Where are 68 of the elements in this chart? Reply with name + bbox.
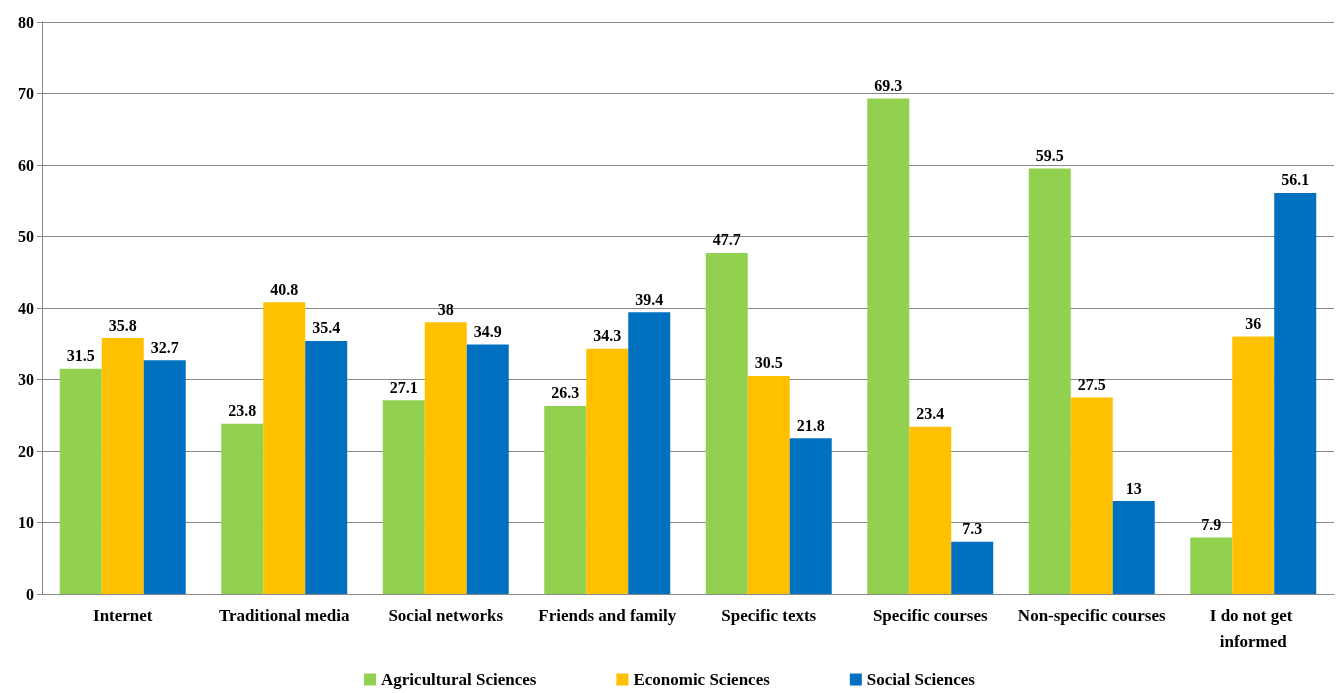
bar — [909, 426, 952, 594]
y-tick-label: 50 — [18, 228, 34, 245]
bar — [221, 423, 264, 594]
data-label: 36 — [1245, 315, 1262, 333]
data-label: 34.9 — [473, 322, 502, 340]
bar — [951, 541, 994, 594]
data-label: 34.3 — [593, 327, 622, 345]
bar — [1232, 336, 1275, 594]
data-label: 26.3 — [551, 384, 580, 402]
bar — [867, 98, 910, 594]
bar — [305, 340, 348, 594]
legend-label: Economic Sciences — [633, 670, 771, 689]
bar — [1112, 501, 1155, 594]
x-tick-label: I do not get informed — [1209, 605, 1297, 651]
bar — [705, 252, 748, 594]
y-tick-label: 30 — [18, 371, 34, 388]
y-tick-label: 40 — [18, 299, 34, 317]
y-tick-label: 60 — [18, 156, 34, 174]
data-label: 23.8 — [228, 402, 257, 420]
legend-label: Social Sciences — [866, 670, 976, 689]
bar — [1028, 168, 1071, 594]
y-tick-label: 80 — [18, 13, 34, 31]
bar — [544, 405, 587, 594]
data-label: 23.4 — [916, 405, 945, 423]
x-tick-label: Traditional media — [219, 605, 350, 625]
bar — [747, 375, 790, 594]
data-label: 13 — [1125, 479, 1142, 497]
data-label: 21.8 — [796, 416, 825, 434]
data-label: 69.3 — [874, 77, 903, 94]
bar — [424, 322, 467, 594]
data-label: 59.5 — [1035, 147, 1064, 165]
data-label: 35.8 — [108, 316, 137, 334]
bar — [586, 348, 629, 594]
bar — [1274, 192, 1317, 594]
data-label: 35.4 — [312, 319, 341, 337]
x-tick-label: Internet — [93, 605, 153, 625]
data-label: 56.1 — [1281, 171, 1310, 189]
y-tick-label: 0 — [26, 585, 34, 603]
legend-label: Agricultural Sciences — [381, 670, 537, 689]
data-label: 7.3 — [962, 520, 983, 538]
bar — [59, 368, 102, 594]
data-label: 27.5 — [1077, 375, 1106, 393]
data-label: 32.7 — [150, 338, 179, 356]
bar — [382, 400, 425, 594]
bar — [1190, 537, 1233, 594]
x-tick-label: Specific texts — [721, 605, 817, 625]
x-tick-label: Friends and family — [538, 605, 677, 625]
data-label: 7.9 — [1201, 516, 1222, 534]
bar — [143, 360, 186, 594]
data-label: 40.8 — [270, 280, 299, 298]
y-tick-label: 10 — [18, 514, 34, 531]
bar — [789, 438, 832, 594]
bar — [466, 344, 509, 594]
bar — [101, 338, 144, 594]
data-label: 27.1 — [389, 378, 418, 396]
data-label: 30.5 — [754, 354, 783, 372]
y-tick-label: 70 — [18, 85, 34, 102]
bar — [1070, 397, 1113, 594]
data-label: 31.5 — [66, 347, 95, 365]
y-tick-label: 20 — [18, 442, 34, 460]
bar — [628, 312, 671, 594]
data-label: 47.7 — [712, 231, 741, 249]
x-tick-label: Social networks — [388, 605, 504, 625]
x-tick-label: Non-specific courses — [1017, 605, 1167, 625]
data-label: 38 — [437, 300, 454, 318]
x-tick-label: Specific courses — [872, 605, 988, 625]
data-label: 39.4 — [635, 290, 664, 308]
bar — [263, 302, 306, 594]
